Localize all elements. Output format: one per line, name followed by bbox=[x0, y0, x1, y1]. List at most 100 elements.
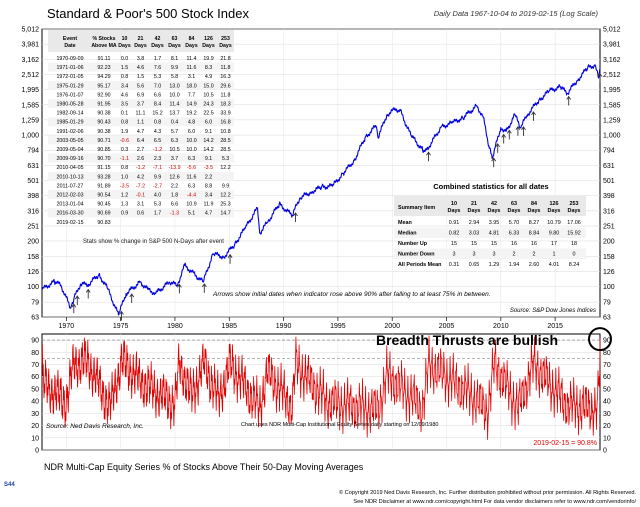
current-value: 2019-02-15 = 90.8% bbox=[533, 440, 597, 447]
summary-table-header-bg bbox=[394, 196, 586, 216]
event-table-cell: 1985-01-29 bbox=[56, 120, 83, 126]
event-table-cell: 6.3 bbox=[171, 138, 178, 144]
event-table-row-bg bbox=[48, 62, 234, 72]
event-table-cell: 6.0 bbox=[205, 120, 212, 126]
summary-table-header: 126 bbox=[550, 201, 559, 207]
event-table-cell: 25.3 bbox=[220, 202, 230, 208]
summary-table-cell: 0.31 bbox=[449, 262, 460, 268]
event-table-cell: 92.90 bbox=[97, 92, 110, 98]
summary-table-header: 63 bbox=[511, 201, 517, 207]
chart-title: Standard & Poor's 500 Stock Index bbox=[47, 6, 249, 21]
event-table-cell: 91.89 bbox=[97, 183, 110, 189]
event-table-cell: 5.6 bbox=[137, 83, 144, 89]
summary-table-header: Days bbox=[508, 208, 521, 214]
event-table-cell: 5.7 bbox=[171, 129, 178, 135]
event-table-row-bg bbox=[48, 208, 234, 218]
y-tick-label-right: 40 bbox=[603, 399, 611, 406]
event-table-row-bg bbox=[48, 99, 234, 109]
x-tick-label: 1980 bbox=[167, 323, 183, 330]
current-value-circle bbox=[588, 327, 612, 352]
summary-table-cell: 2.94 bbox=[469, 220, 480, 226]
event-table-cell: 3.4 bbox=[121, 83, 128, 89]
event-table-cell: 1.7 bbox=[154, 56, 161, 62]
disclaimer: See NDR Disclaimer at www.ndr.com/copyri… bbox=[353, 499, 636, 505]
event-table-cell: 10.0 bbox=[186, 138, 196, 144]
summary-table-cell: 8.84 bbox=[529, 231, 540, 237]
event-table-cell: 90.85 bbox=[97, 147, 110, 153]
y-tick-label-right: 80 bbox=[603, 350, 611, 357]
event-table-header: 63 bbox=[172, 36, 178, 42]
event-table-cell: 90.69 bbox=[97, 211, 110, 217]
event-table-cell: 4.0 bbox=[154, 193, 161, 199]
event-table-cell: 28.5 bbox=[220, 138, 230, 144]
event-table-cell: 8.8 bbox=[205, 183, 212, 189]
y-tick-label-right: 30 bbox=[603, 411, 611, 418]
y-tick-label-right: 631 bbox=[603, 163, 615, 170]
y-tick-label-left: 0 bbox=[35, 448, 39, 455]
event-table-cell: 6.5 bbox=[154, 138, 161, 144]
y-tick-label-left: 1,000 bbox=[21, 133, 39, 140]
y-tick-label-right: 10 bbox=[603, 435, 611, 442]
summary-table-header: Days bbox=[468, 208, 481, 214]
event-table-cell: 9.9 bbox=[222, 183, 229, 189]
y-tick-label-right: 794 bbox=[603, 148, 615, 155]
event-table-header: Days bbox=[202, 43, 215, 49]
event-table-header: Days bbox=[134, 43, 147, 49]
event-table-cell: 14.2 bbox=[203, 138, 213, 144]
event-table-cell: 1980-05-28 bbox=[56, 102, 83, 108]
event-table-cell: 1.7 bbox=[154, 211, 161, 217]
summary-table-cell: 3 bbox=[453, 252, 456, 258]
event-table-cell: 90.54 bbox=[97, 193, 110, 199]
y-tick-label-left: 398 bbox=[27, 193, 39, 200]
event-table-cell: 2.6 bbox=[137, 156, 144, 162]
event-table-header: 253 bbox=[221, 36, 230, 42]
summary-table-header: 21 bbox=[471, 201, 477, 207]
pct-above-50dma-line bbox=[41, 335, 601, 440]
summary-table-header: 253 bbox=[570, 201, 579, 207]
summary-table-cell: Number Up bbox=[398, 241, 428, 247]
event-table-cell: 5.3 bbox=[154, 202, 161, 208]
event-table-cell: 10.5 bbox=[169, 147, 179, 153]
y-tick-label-right: 1,000 bbox=[603, 133, 621, 140]
event-table-cell: 2003-05-05 bbox=[56, 138, 83, 144]
breadth-annotation: Breadth Thrusts are bullish bbox=[376, 332, 558, 348]
event-table-cell: -2.7 bbox=[153, 183, 162, 189]
event-table-cell: 93.28 bbox=[97, 174, 110, 180]
event-table-cell: 28.5 bbox=[220, 147, 230, 153]
summary-table-cell: 16 bbox=[511, 241, 517, 247]
event-table-cell: 0.6 bbox=[137, 211, 144, 217]
event-table-cell: 9.1 bbox=[205, 156, 212, 162]
event-table-cell: 1.8 bbox=[171, 193, 178, 199]
event-table-cell: 5.1 bbox=[188, 211, 195, 217]
y-tick-label-right: 50 bbox=[603, 386, 611, 393]
event-table-cell: 4.3 bbox=[154, 129, 161, 135]
event-table-cell: 22.5 bbox=[203, 111, 213, 117]
arrow-markers bbox=[71, 72, 603, 321]
event-table-cell: 2.3 bbox=[154, 156, 161, 162]
summary-table-cell: 8.27 bbox=[529, 220, 540, 226]
y-tick-label-right: 158 bbox=[603, 254, 615, 261]
event-arrow bbox=[74, 295, 80, 306]
event-table-cell: 0.9 bbox=[121, 211, 128, 217]
event-table-header: Days bbox=[168, 43, 181, 49]
event-table-cell: 6.0 bbox=[188, 129, 195, 135]
event-table-cell: 1.5 bbox=[137, 74, 144, 80]
event-arrow bbox=[293, 212, 298, 222]
event-table-cell: 1976-01-07 bbox=[56, 92, 83, 98]
y-tick-label-left: 30 bbox=[31, 411, 39, 418]
summary-table-cell: 3.95 bbox=[489, 220, 500, 226]
event-table-cell: 2.7 bbox=[137, 147, 144, 153]
event-table-cell: 19.2 bbox=[186, 111, 196, 117]
event-table-cell: 2011-07-27 bbox=[57, 183, 84, 189]
event-table-cell: 33.9 bbox=[220, 111, 230, 117]
y-tick-label-right: 0 bbox=[603, 448, 607, 455]
summary-table-cell: 0.65 bbox=[469, 262, 480, 268]
event-table-cell: 0.4 bbox=[171, 120, 178, 126]
y-tick-label-left: 60 bbox=[31, 374, 39, 381]
event-table-cell: 1.3 bbox=[121, 202, 128, 208]
event-table-cell: 11.9 bbox=[204, 202, 214, 208]
stats-note: Stats show % change in S&P 500 N-Days af… bbox=[83, 239, 224, 245]
y-tick-label-right: 501 bbox=[603, 178, 615, 185]
event-table-cell: -4.4 bbox=[187, 193, 196, 199]
